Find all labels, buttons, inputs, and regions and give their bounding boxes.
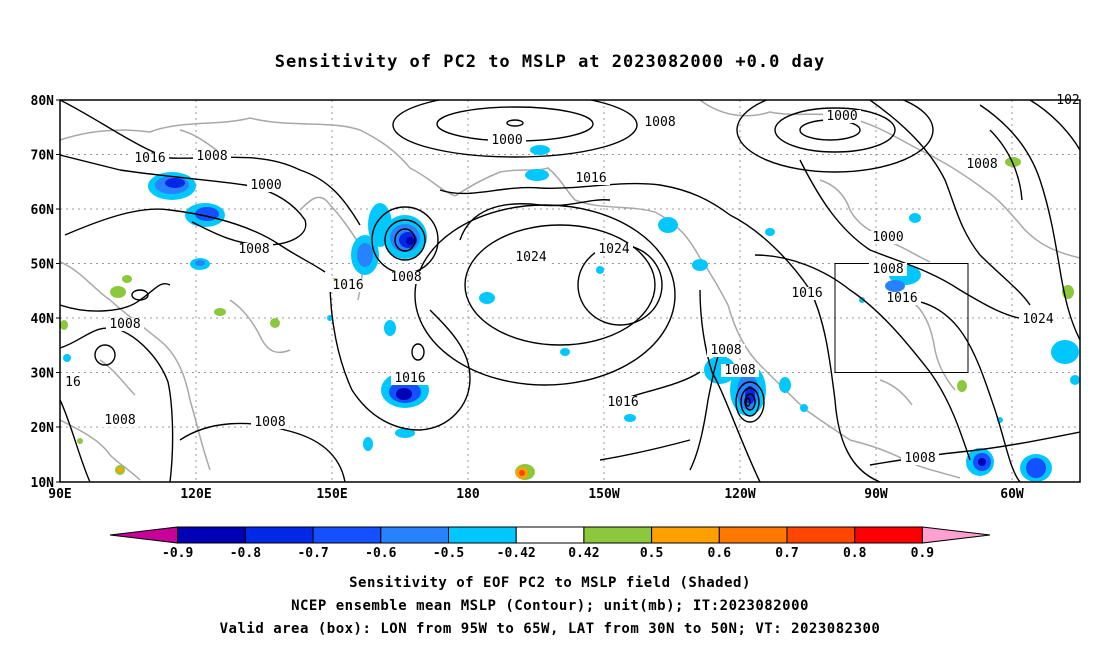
contour-label: 1008 — [872, 262, 903, 277]
colorbar-label: 0.5 — [640, 546, 663, 561]
colorbar-cell — [515, 526, 585, 544]
lat-label: 50N — [31, 258, 55, 273]
lat-label: 80N — [31, 94, 55, 109]
colorbar-label: -0.8 — [230, 546, 261, 561]
map-title: Sensitivity of PC2 to MSLP at 2023082000… — [274, 52, 826, 72]
contour-label: 1008 — [254, 415, 285, 430]
colorbar-label: -0.42 — [497, 546, 536, 561]
colorbar-cell — [854, 526, 923, 544]
contour-label: 1016 — [575, 171, 606, 186]
lon-label: 60W — [1000, 487, 1024, 502]
contour-label: 1016 — [134, 151, 165, 166]
lon-label: 90W — [864, 487, 888, 502]
colorbar-cell — [312, 526, 382, 544]
colorbar-label: 0.8 — [843, 546, 867, 561]
contour-label: 1000 — [250, 178, 281, 193]
lat-axis: 80N 70N 60N 50N 40N 30N 20N 10N — [31, 94, 60, 491]
contour-label: 1016 — [332, 278, 363, 293]
colorbar-cell — [448, 526, 517, 544]
lon-label: 180 — [456, 487, 480, 502]
lat-label: 60N — [31, 203, 55, 218]
colorbar-cell — [244, 526, 314, 544]
colorbar-cell — [651, 526, 720, 544]
colorbar-label: 0.42 — [568, 546, 599, 561]
lat-label: 10N — [31, 476, 55, 491]
colorbar-cell — [786, 526, 856, 544]
map-frame — [59, 99, 1081, 483]
map-background — [60, 100, 1080, 482]
coastlines — [60, 100, 1080, 481]
contour-label: 1008 — [904, 451, 935, 466]
contour-label: 1008 — [390, 270, 421, 285]
contour-label: 16 — [65, 375, 81, 390]
lat-label: 70N — [31, 149, 55, 164]
colorbar-label: -0.9 — [162, 546, 193, 561]
colorbar-label: -0.6 — [365, 546, 396, 561]
colorbar-cell — [177, 526, 246, 544]
contour-label: 1008 — [109, 317, 140, 332]
colorbar-label: 0.7 — [775, 546, 798, 561]
lon-label: 120E — [180, 487, 211, 502]
lat-label: 30N — [31, 367, 55, 382]
contour-label: 1016 — [791, 286, 822, 301]
colorbar: -0.9 -0.8 -0.7 -0.6 -0.5 -0.42 0.42 0.5 0.6 0.7 0.… — [109, 526, 991, 561]
contour-label: 1008 — [710, 343, 741, 358]
contour-label: 1024 — [598, 242, 629, 257]
colorbar-label: 0.9 — [911, 546, 934, 561]
mslp-contours — [60, 100, 1080, 482]
lon-label: 150W — [588, 487, 619, 502]
contour-label: 1008 — [724, 363, 755, 378]
contour-labels: 1016 1008 1000 1008 1008 1016 1000 1016 1024 1024… — [54, 93, 1087, 466]
lon-label: 120W — [724, 487, 755, 502]
lat-label: 20N — [31, 421, 55, 436]
contour-label: 1000 — [826, 109, 857, 124]
footer-line-3: Valid area (box): LON from 95W to 65W, L… — [219, 621, 881, 637]
contour-label: 1024 — [1022, 312, 1053, 327]
contour-label: 1000 — [872, 230, 903, 245]
lon-label: 150E — [316, 487, 347, 502]
colorbar-cell — [921, 526, 991, 544]
contour-label: 1016 — [394, 371, 425, 386]
colorbar-label: -0.7 — [297, 546, 328, 561]
contour-label: 1008 — [196, 149, 227, 164]
contour-label: 1008 — [966, 157, 997, 172]
colorbar-label: -0.5 — [433, 546, 464, 561]
lon-label: 90E — [48, 487, 71, 502]
footer-line-2: NCEP ensemble mean MSLP (Contour); unit(… — [291, 598, 809, 614]
colorbar-cell — [380, 526, 449, 544]
contour-label: 1008 — [104, 413, 135, 428]
colorbar-cell — [718, 526, 788, 544]
contour-label: 1024 — [515, 250, 546, 265]
colorbar-cell — [583, 526, 653, 544]
colorbar-label: 0.6 — [708, 546, 732, 561]
footer-line-1: Sensitivity of EOF PC2 to MSLP field (Sh… — [349, 575, 751, 591]
lon-axis: 90E 120E 150E 180 150W 120W 90W 60W — [48, 487, 1024, 502]
contour-label: 1000 — [491, 133, 522, 148]
lat-label: 40N — [31, 312, 55, 327]
contour-label: 1008 — [644, 115, 675, 130]
gridlines — [60, 100, 1080, 482]
contour-label: 1016 — [886, 291, 917, 306]
contour-label: 1016 — [607, 395, 638, 410]
colorbar-cell — [109, 526, 179, 544]
contour-label: 1008 — [238, 242, 269, 257]
